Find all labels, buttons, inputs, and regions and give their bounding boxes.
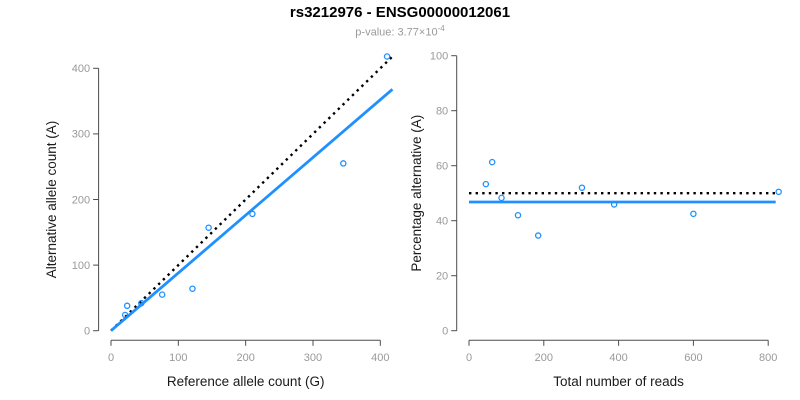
x-tick-label: 600 xyxy=(684,352,702,364)
x-tick-label: 800 xyxy=(759,352,777,364)
y-tick-label: 100 xyxy=(72,260,90,272)
data-point xyxy=(578,184,586,191)
y-tick-label: 0 xyxy=(84,326,90,338)
figure-title: rs3212976 - ENSG00000012061 xyxy=(289,4,511,21)
data-point xyxy=(690,210,697,218)
data-point xyxy=(123,302,131,310)
y-tick-label: 80 xyxy=(436,106,448,118)
x-tick-label: 400 xyxy=(371,352,389,364)
y-tick-label: 100 xyxy=(430,51,448,63)
data-point xyxy=(138,299,145,307)
x-tick-label: 400 xyxy=(609,352,627,364)
x-axis-title: Total number of reads xyxy=(553,374,684,389)
data-point xyxy=(340,160,347,167)
p-value-text: p-value: 3.77×10 xyxy=(355,26,438,39)
data-point xyxy=(775,188,782,196)
p-value-superscript: -4 xyxy=(437,24,445,33)
y-tick-label: 0 xyxy=(442,326,448,338)
data-point xyxy=(189,285,196,292)
x-axis-title: Reference allele count (G) xyxy=(167,374,325,389)
figure-subtitle: p-value: 3.77×10-4 xyxy=(0,24,800,39)
data-point xyxy=(482,180,490,188)
x-tick-label: 200 xyxy=(236,352,254,364)
data-point xyxy=(158,291,166,298)
y-tick-label: 200 xyxy=(72,194,90,206)
fit-line xyxy=(110,88,394,332)
data-point xyxy=(121,311,129,319)
x-tick-label: 200 xyxy=(535,352,553,364)
data-point xyxy=(534,232,542,239)
data-point xyxy=(610,201,618,208)
x-tick-label: 0 xyxy=(108,352,114,364)
x-tick-label: 300 xyxy=(304,352,322,364)
data-point xyxy=(205,224,212,231)
data-point xyxy=(488,158,496,166)
y-tick-label: 40 xyxy=(436,216,448,228)
y-tick-label: 400 xyxy=(72,63,90,75)
y-tick-label: 20 xyxy=(436,271,448,283)
data-point xyxy=(514,211,522,219)
data-point xyxy=(249,210,256,218)
percentage-vs-reads-scatter: 0 200 400 600 800 0 20 40 60 80 100 Total number of… xyxy=(409,51,782,389)
data-point xyxy=(498,194,505,202)
x-tick-label: 0 xyxy=(466,352,472,364)
allele-counts-scatter: 0 100 200 300 400 0 100 200 300 400 Reference alle… xyxy=(44,53,394,389)
data-point xyxy=(383,53,391,60)
y-tick-label: 60 xyxy=(436,161,448,173)
identity-50pct-line xyxy=(110,55,394,332)
y-tick-label: 300 xyxy=(72,129,90,141)
x-tick-label: 100 xyxy=(169,352,187,364)
y-axis-title: Percentage alternative (A) xyxy=(409,115,424,272)
y-axis-title: Alternative allele count (A) xyxy=(44,121,59,279)
